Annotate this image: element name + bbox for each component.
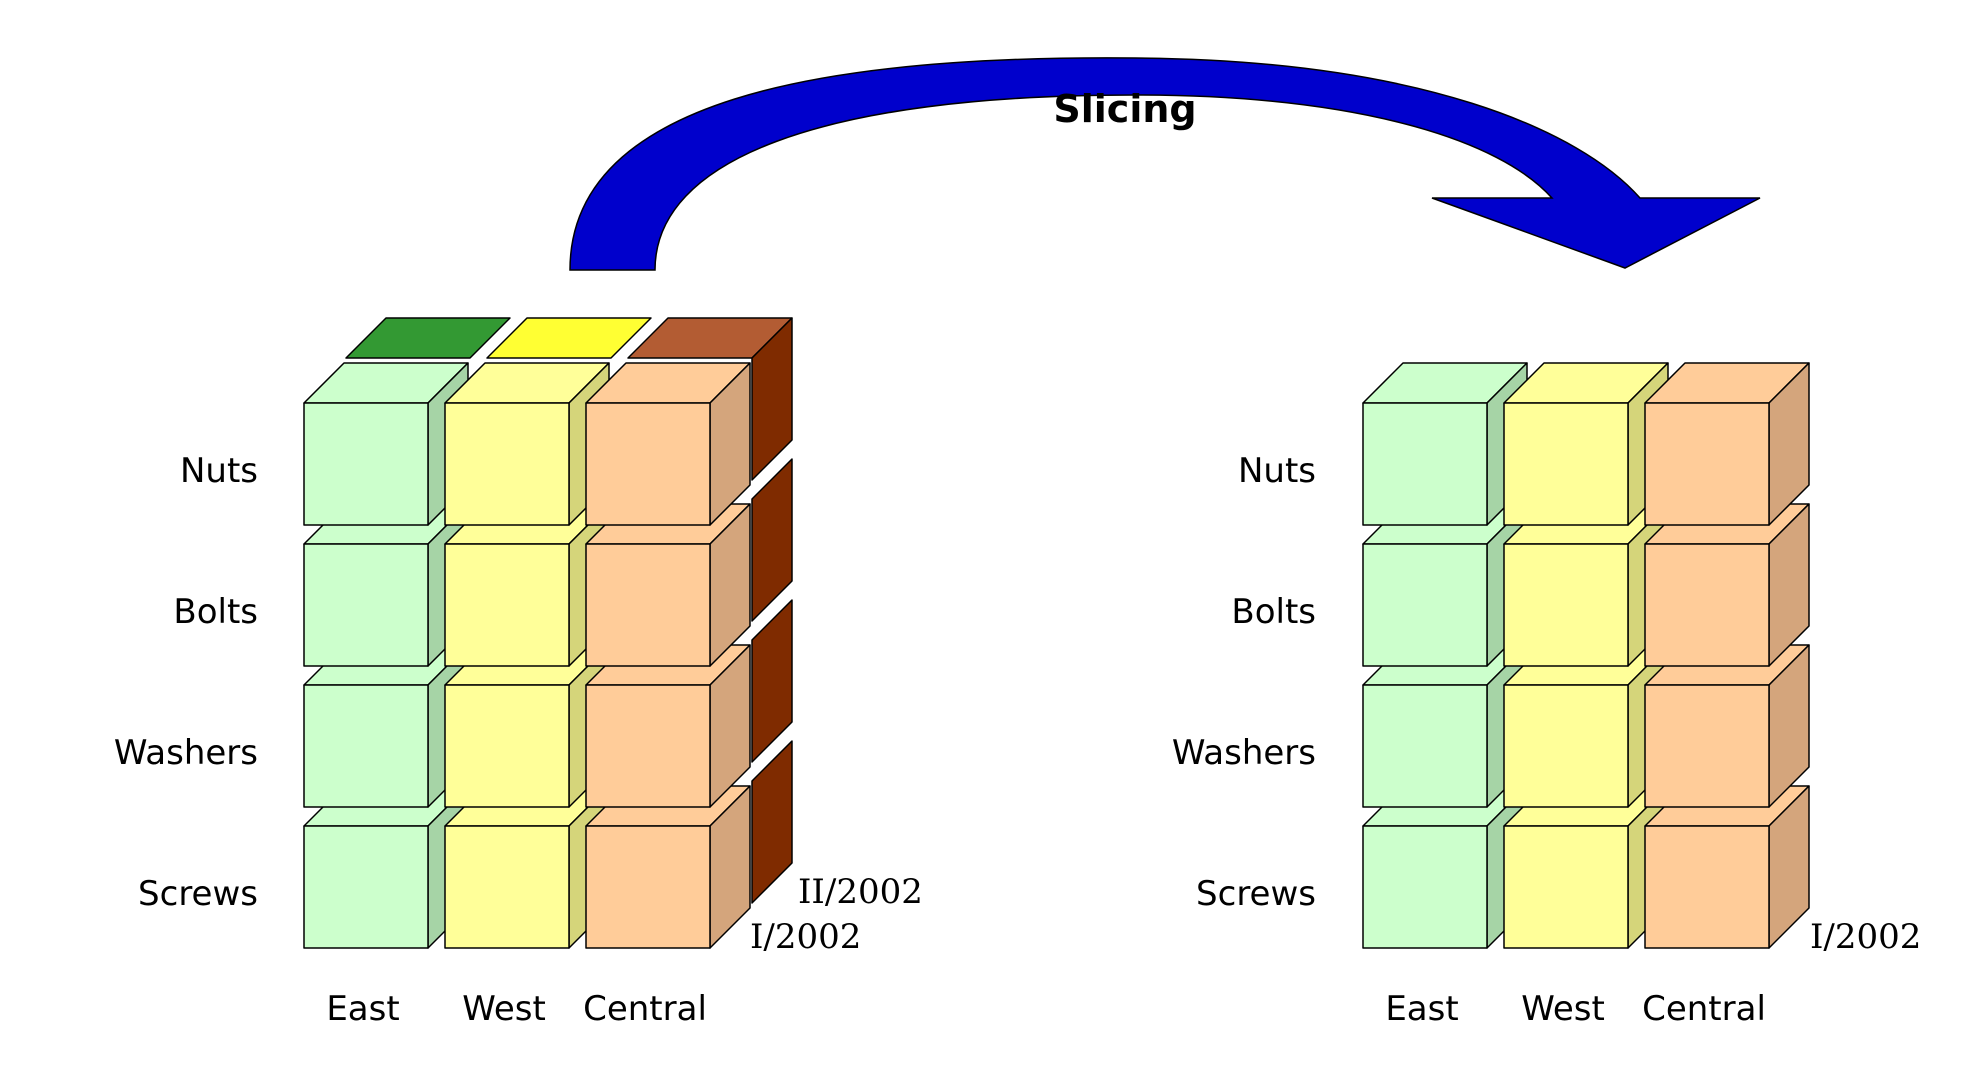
right-period-label-front: I/2002 xyxy=(1810,917,1921,957)
back-slice-side-1 xyxy=(751,458,793,622)
left-row-label-washers: Washers xyxy=(114,733,258,773)
left-row-label-bolts: Bolts xyxy=(173,592,258,632)
left-col-label-west: West xyxy=(462,989,546,1029)
cell-3-2-front xyxy=(585,825,711,949)
cell-3-0-front xyxy=(303,825,429,949)
cell-0-1-front xyxy=(444,402,570,526)
left-period-label-back: II/2002 xyxy=(798,872,923,912)
back-slice-side-0 xyxy=(751,317,793,481)
cell-1-2-front xyxy=(1644,543,1770,667)
cell-0-2-front xyxy=(585,402,711,526)
left-row-label-screws: Screws xyxy=(138,874,258,914)
left-column-labels: East West Central xyxy=(326,989,707,1029)
cell-3-2-front xyxy=(1644,825,1770,949)
cell-3-1-front xyxy=(444,825,570,949)
cell-2-2-front xyxy=(1644,684,1770,808)
cell-1-2-front xyxy=(585,543,711,667)
back-slice-top-1 xyxy=(486,317,652,359)
right-column-labels: East West Central xyxy=(1385,989,1766,1029)
diagram-title: Slicing xyxy=(1053,87,1196,131)
cell-1-1-front xyxy=(444,543,570,667)
cell-2-1-front xyxy=(444,684,570,808)
cell-1-0-front xyxy=(1362,543,1488,667)
slicing-arrow xyxy=(569,57,1761,271)
cell-1-1-front xyxy=(1503,543,1629,667)
left-row-labels: Nuts Bolts Washers Screws xyxy=(114,451,258,914)
right-cube-sliced xyxy=(1362,362,1810,949)
right-row-label-washers: Washers xyxy=(1172,733,1316,773)
cell-2-2-front xyxy=(585,684,711,808)
left-col-label-central: Central xyxy=(583,989,707,1029)
right-row-label-nuts: Nuts xyxy=(1238,451,1316,491)
cell-3-0-front xyxy=(1362,825,1488,949)
right-col-label-east: East xyxy=(1385,989,1458,1029)
cell-2-0-front xyxy=(1362,684,1488,808)
cell-0-2-front xyxy=(1644,402,1770,526)
back-slice-side-2 xyxy=(751,599,793,763)
right-col-label-central: Central xyxy=(1642,989,1766,1029)
back-slice-side-3 xyxy=(751,740,793,904)
left-row-label-nuts: Nuts xyxy=(180,451,258,491)
right-row-label-bolts: Bolts xyxy=(1231,592,1316,632)
cell-2-1-front xyxy=(1503,684,1629,808)
left-cube-two-periods xyxy=(303,317,793,949)
cell-2-0-front xyxy=(303,684,429,808)
left-col-label-east: East xyxy=(326,989,399,1029)
cell-0-0-front xyxy=(1362,402,1488,526)
cell-0-1-front xyxy=(1503,402,1629,526)
right-col-label-west: West xyxy=(1521,989,1605,1029)
right-row-labels: Nuts Bolts Washers Screws xyxy=(1172,451,1316,914)
right-row-label-screws: Screws xyxy=(1196,874,1316,914)
cell-3-1-front xyxy=(1503,825,1629,949)
back-slice-top-0 xyxy=(345,317,511,359)
cell-0-0-front xyxy=(303,402,429,526)
cell-1-0-front xyxy=(303,543,429,667)
left-period-label-front: I/2002 xyxy=(750,917,861,957)
